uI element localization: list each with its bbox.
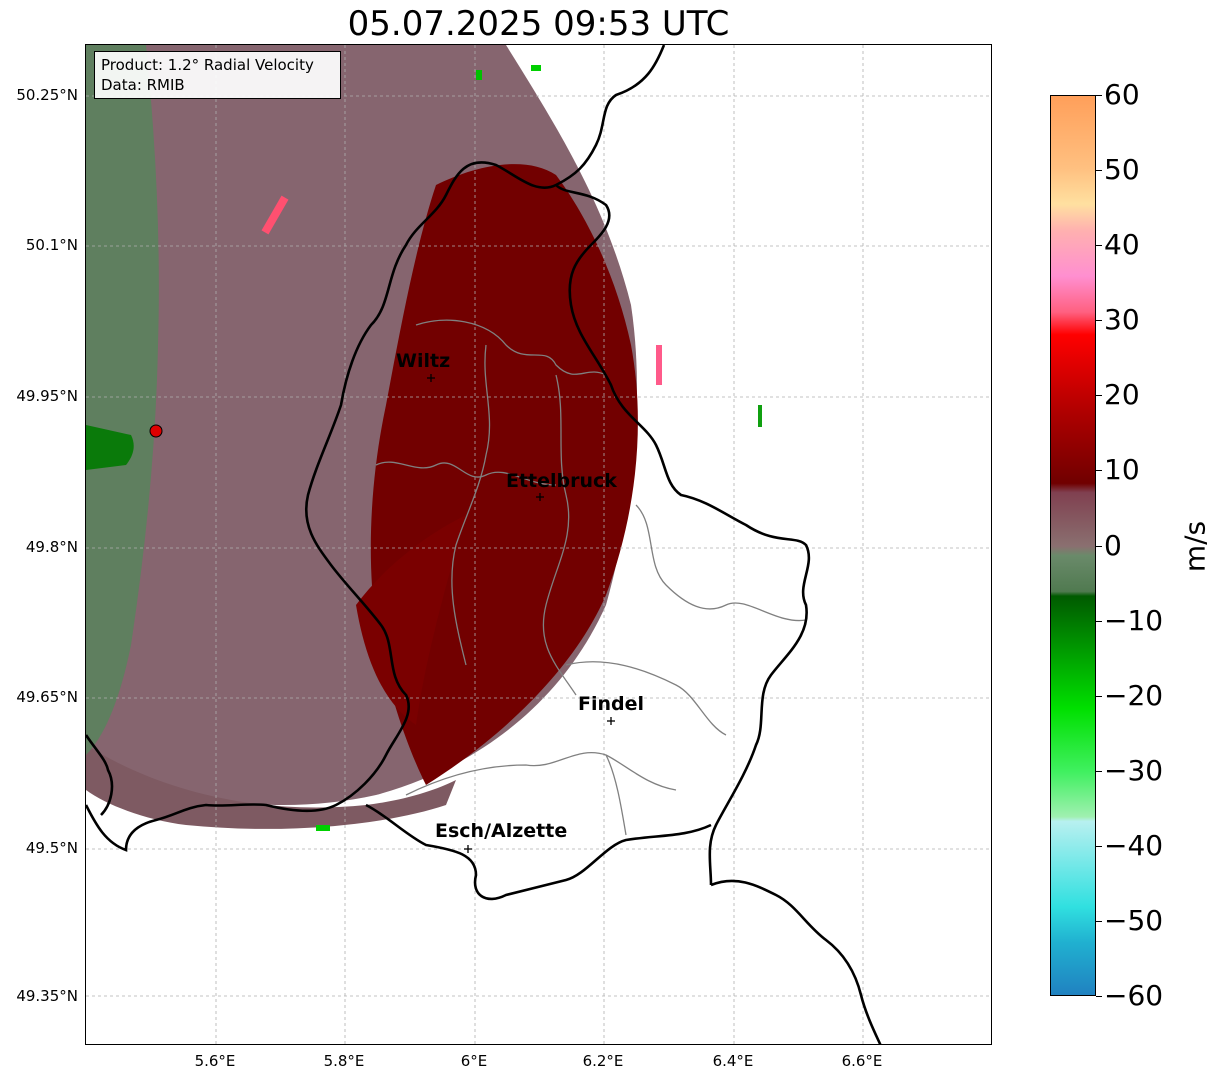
city-label-esch-alzette: Esch/Alzette [435, 820, 568, 842]
lat-label: 49.8°N [25, 538, 78, 556]
colorbar-tick-mark [1096, 996, 1102, 997]
lat-label: 49.35°N [16, 987, 78, 1005]
radar-coverage-green-west [86, 45, 159, 755]
lon-label: 6.6°E [841, 1052, 883, 1070]
lon-label: 5.6°E [194, 1052, 236, 1070]
radar-site-marker [149, 424, 163, 438]
colorbar-tick-mark [1096, 546, 1102, 547]
data-source-label: Data: RMIB [101, 76, 185, 94]
radar-coverage-maroon [370, 164, 638, 786]
radar-coverage-darkgreen [86, 425, 134, 470]
colorbar-tick-label: 50 [1104, 153, 1140, 186]
colorbar-tick-label: 0 [1104, 529, 1122, 562]
colorbar-unit-label: m/s [1178, 520, 1207, 573]
city-markers [427, 374, 615, 853]
lat-label: 50.1°N [25, 236, 78, 254]
lat-label: 49.5°N [25, 839, 78, 857]
colorbar-tick-label: −20 [1104, 679, 1164, 712]
lon-label: 6.2°E [582, 1052, 624, 1070]
colorbar-tick-label: −10 [1104, 604, 1164, 637]
colorbar-tick-label: −50 [1104, 904, 1164, 937]
colorbar-tick-label: −60 [1104, 979, 1164, 1012]
colorbar-tick-mark [1096, 470, 1102, 471]
product-info-box: Product: 1.2° Radial Velocity Data: RMIB [94, 51, 341, 99]
colorbar-tick-mark [1096, 921, 1102, 922]
radar-coverage-maroon-inner [356, 515, 466, 725]
lat-label: 49.65°N [16, 688, 78, 706]
colorbar-tick-label: 40 [1104, 228, 1140, 261]
colorbar-tick-label: −30 [1104, 754, 1164, 787]
radar-map[interactable] [85, 44, 992, 1045]
colorbar-tick-label: 10 [1104, 453, 1140, 486]
lat-label: 49.95°N [16, 387, 78, 405]
colorbar-tick-mark [1096, 95, 1102, 96]
lon-label: 6°E [460, 1052, 488, 1070]
lon-label: 5.8°E [323, 1052, 365, 1070]
colorbar-tick-mark [1096, 170, 1102, 171]
canton-borders [375, 319, 807, 836]
colorbar-tick-label: 20 [1104, 378, 1140, 411]
colorbar-tick-mark [1096, 771, 1102, 772]
colorbar-tick-mark [1096, 320, 1102, 321]
colorbar-tick-mark [1096, 621, 1102, 622]
city-label-ettelbruck: Ettelbruck [506, 470, 617, 492]
national-borders [86, 45, 882, 1044]
radar-map-canvas [86, 45, 991, 1044]
colorbar-tick-label: −40 [1104, 829, 1164, 862]
lat-label: 50.25°N [16, 86, 78, 104]
colorbar-tick-mark [1096, 696, 1102, 697]
colorbar-tick-label: 30 [1104, 303, 1140, 336]
colorbar-tick-mark [1096, 245, 1102, 246]
colorbar-tick-label: 60 [1104, 78, 1140, 111]
map-title: 05.07.2025 09:53 UTC [347, 4, 730, 44]
velocity-colorbar [1050, 95, 1096, 996]
radar-coverage-rim [86, 745, 456, 829]
city-label-findel: Findel [578, 693, 645, 715]
city-label-wiltz: Wiltz [396, 350, 451, 372]
colorbar-tick-mark [1096, 846, 1102, 847]
product-label: Product: 1.2° Radial Velocity [101, 56, 314, 74]
colorbar-tick-mark [1096, 395, 1102, 396]
lon-label: 6.4°E [712, 1052, 754, 1070]
